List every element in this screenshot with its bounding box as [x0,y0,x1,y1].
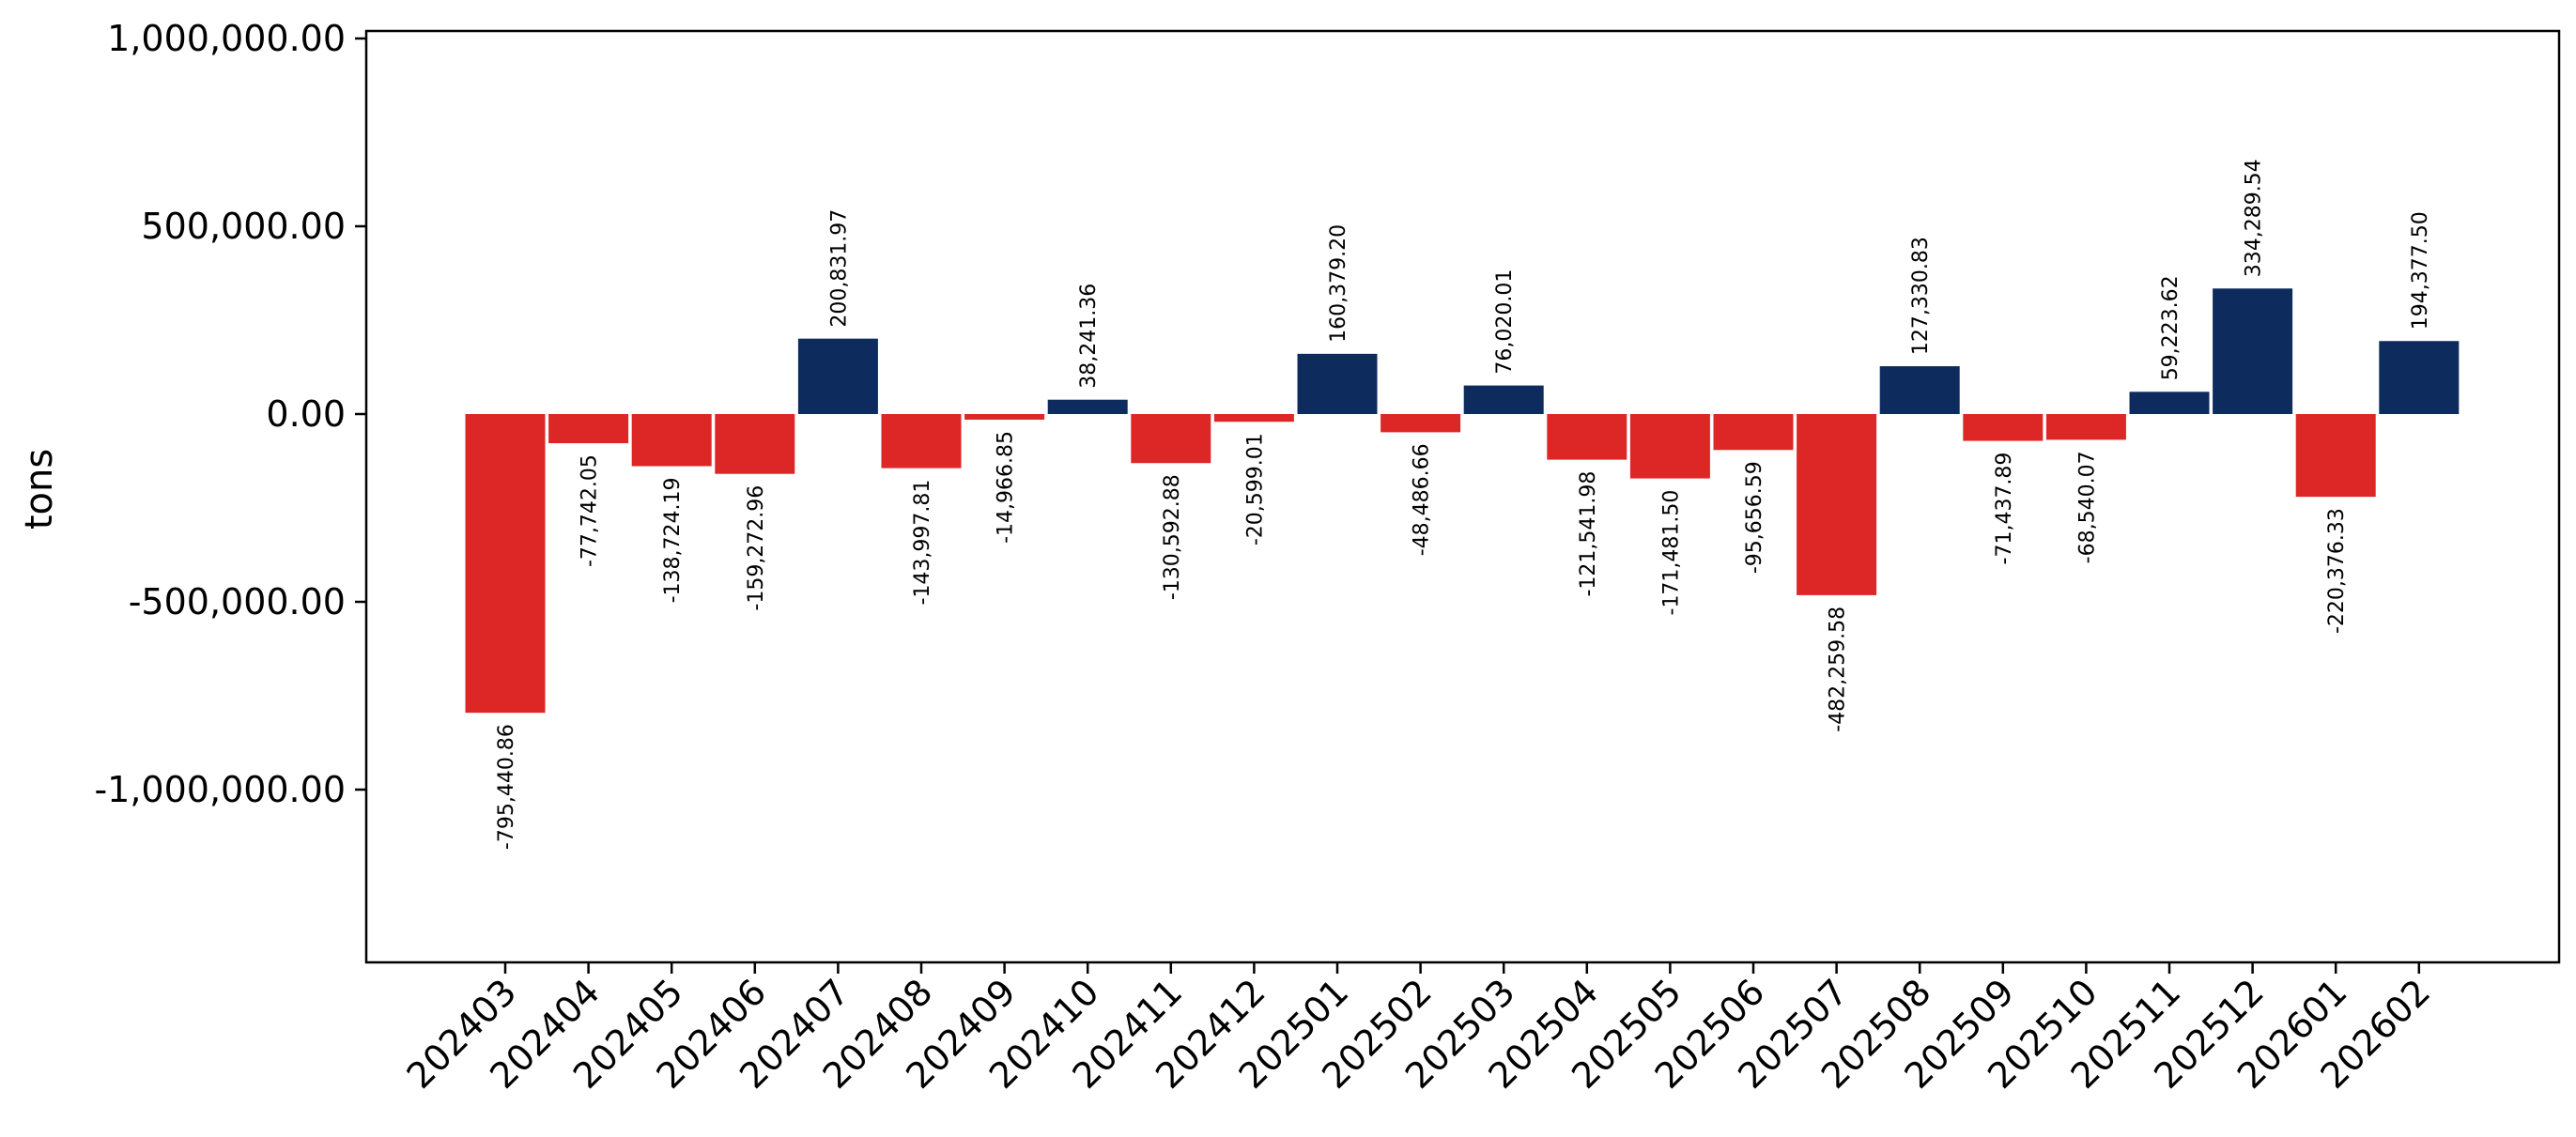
bar-202505 [1629,414,1710,479]
data-label-202408: -143,997.81 [911,480,934,606]
data-label-202403: -795,440.86 [495,724,518,850]
data-label-202602: 194,377.50 [2409,211,2432,330]
data-label-202505: -171,481.50 [1659,490,1683,616]
y-axis: 1,000,000.00 500,000.00 0.00 -500,000.00 -1,… [94,18,366,810]
bar-202409 [964,414,1045,420]
data-label-202510: -68,540.07 [2075,451,2099,563]
data-label-202503: 76,020.01 [1493,269,1517,375]
bar-202410 [1047,399,1128,414]
data-label-202410: 38,241.36 [1077,284,1101,389]
bar-202507 [1797,414,1877,595]
data-label-202512: 334,289.54 [2243,159,2266,277]
data-label-202601: -220,376.33 [2325,508,2349,634]
bar-202504 [1547,414,1627,460]
bar-202503 [1463,385,1544,414]
bar-202403 [465,414,546,714]
data-label-202507: -482,259.58 [1827,607,1850,732]
plot-frame [364,29,2561,964]
data-label-202509: -71,437.89 [1993,453,2016,565]
bar-202510 [2045,414,2126,440]
bar-202506 [1713,414,1794,451]
y-tick-label: 0.00 [266,393,346,435]
y-tick-label: 500,000.00 [141,206,346,247]
bar-202509 [1963,414,2044,441]
y-tick-label: -1,000,000.00 [94,769,346,810]
bar-202501 [1297,353,1378,414]
bar-202508 [1879,366,1960,414]
bar-202411 [1131,414,1211,464]
bar-202407 [797,338,878,414]
data-label-202506: -95,656.59 [1743,461,1766,574]
bar-202404 [548,414,629,444]
bar-202406 [715,414,795,474]
y-axis-title: tons [18,449,61,530]
data-label-202504: -121,541.98 [1577,471,1600,597]
data-label-202407: 200,831.97 [827,209,851,328]
bar-202511 [2129,392,2210,414]
bars-layer [465,288,2460,714]
bar-202512 [2213,288,2293,414]
data-label-202405: -138,724.19 [661,477,685,603]
data-label-202501: 160,379.20 [1327,224,1350,343]
bar-202601 [2295,414,2376,498]
bar-202405 [631,414,712,467]
bar-202502 [1381,414,1461,433]
bar-202412 [1213,414,1294,423]
data-label-202508: 127,330.83 [1909,237,1933,355]
data-label-202404: -77,742.05 [578,454,602,567]
data-label-202409: -14,966.85 [995,431,1018,544]
bar-202602 [2379,341,2460,414]
y-tick-label: -500,000.00 [129,581,346,622]
data-label-202412: -20,599.01 [1243,433,1267,545]
data-label-202411: -130,592.88 [1161,474,1184,600]
data-label-202406: -159,272.96 [745,485,768,611]
data-label-202511: 59,223.62 [2159,275,2183,380]
data-labels-layer: -795,440.86 -77,742.05 -138,724.19 -159,272… [495,159,2432,850]
data-label-202502: -48,486.66 [1411,443,1434,556]
bar-202408 [881,414,962,469]
y-tick-label: 1,000,000.00 [107,18,346,59]
